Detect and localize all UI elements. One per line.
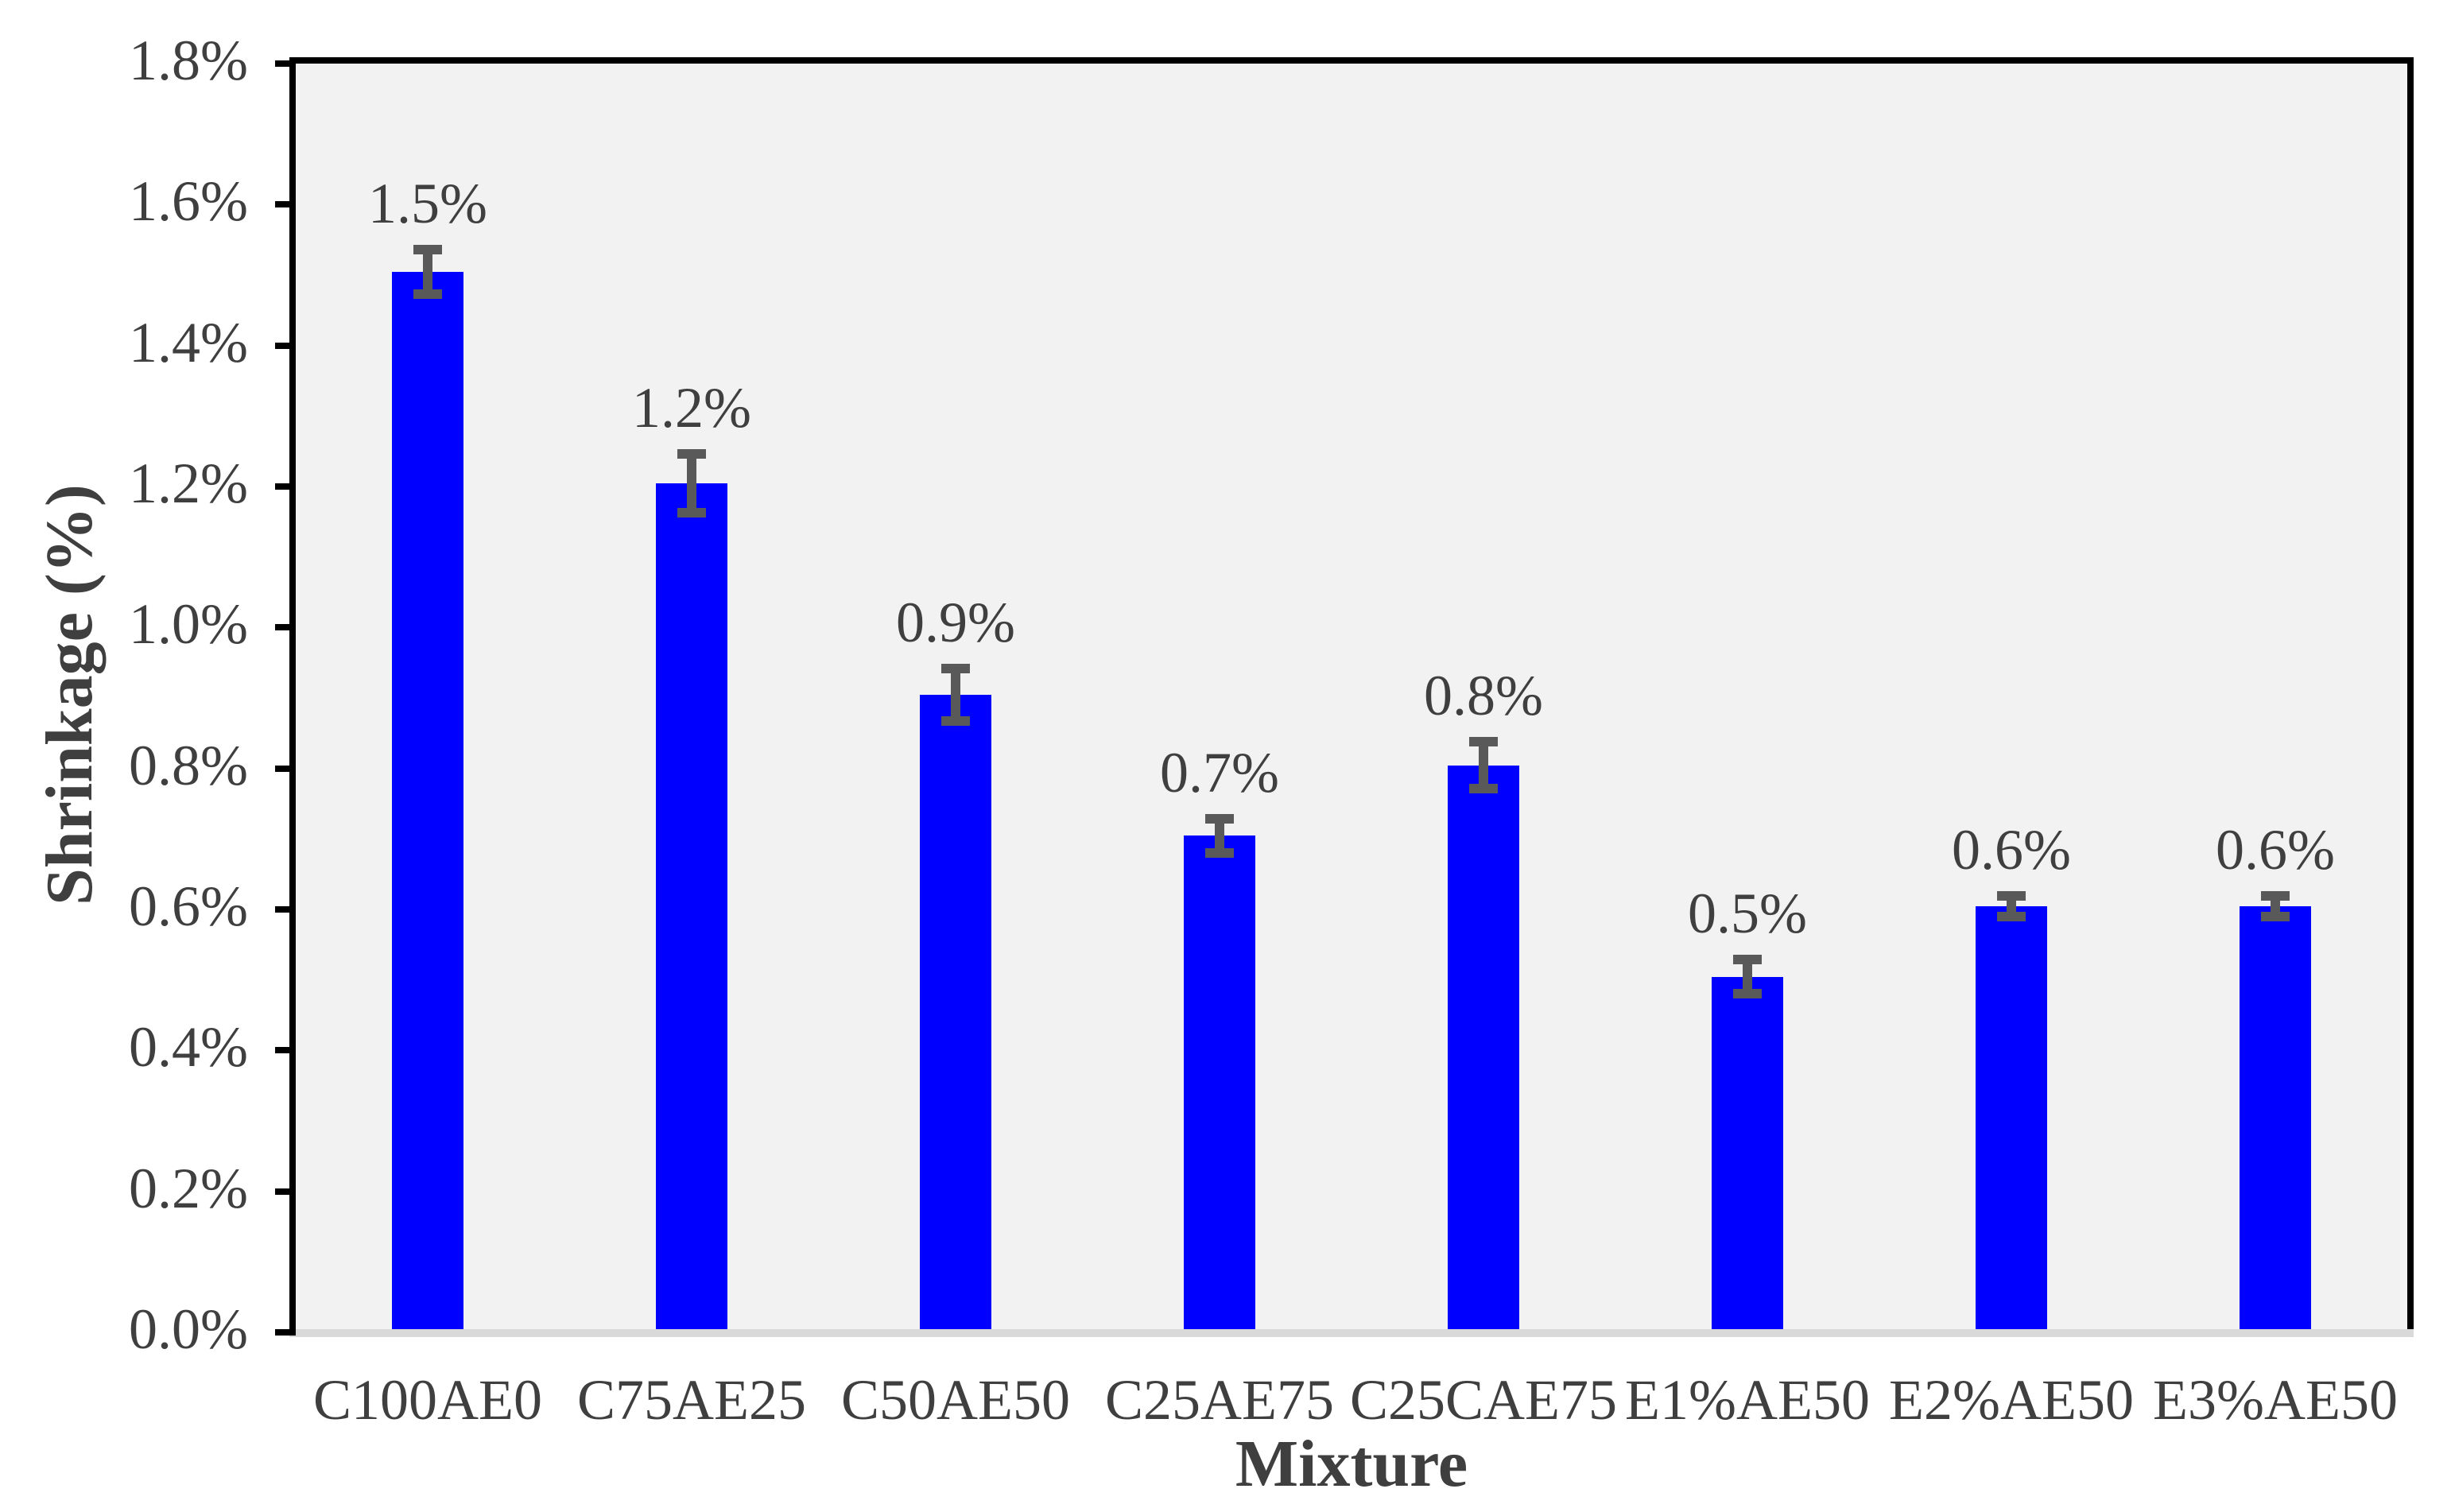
bar-value-label: 0.8%	[1424, 664, 1543, 728]
error-bar-cap-bottom	[413, 289, 442, 300]
x-axis-baseline	[289, 1329, 2414, 1337]
bar	[1712, 976, 1783, 1329]
y-tick-mark	[275, 1188, 296, 1195]
error-bar-cap-bottom	[2261, 912, 2290, 922]
error-bar-cap-top	[677, 448, 706, 459]
x-tick-label: C50AE50	[841, 1368, 1070, 1432]
y-tick-label: 0.6%	[129, 874, 248, 938]
bar-value-label: 0.6%	[2216, 817, 2335, 882]
y-tick-mark	[275, 60, 296, 67]
bar-value-label: 0.9%	[896, 591, 1015, 655]
y-tick-label: 0.2%	[129, 1156, 248, 1220]
y-axis-line	[289, 57, 296, 1337]
y-tick-label: 0.4%	[129, 1015, 248, 1080]
error-bar-whisker	[2271, 895, 2280, 917]
y-tick-mark	[275, 624, 296, 631]
x-tick-label: E1%AE50	[1625, 1368, 1870, 1432]
y-tick-label: 1.8%	[129, 29, 248, 92]
error-bar-cap-bottom	[1997, 912, 2026, 922]
error-bar-whisker	[1479, 742, 1488, 789]
y-tick-mark	[275, 342, 296, 349]
x-tick-label: C100AE0	[313, 1368, 542, 1432]
plot-area	[296, 64, 2407, 1329]
y-tick-mark	[275, 1047, 296, 1054]
bar-value-label: 1.5%	[368, 171, 487, 235]
error-bar-whisker	[687, 453, 696, 514]
y-axis-title: Shrinkage (%)	[33, 484, 107, 905]
plot-border-top	[289, 57, 2414, 64]
bar	[1448, 765, 1519, 1329]
y-tick-label: 1.2%	[129, 452, 248, 515]
error-bar-whisker	[423, 249, 432, 295]
x-axis-title: Mixture	[1235, 1427, 1468, 1501]
error-bar-cap-top	[413, 244, 442, 254]
error-bar-cap-top	[1205, 814, 1234, 824]
y-tick-label: 1.4%	[129, 310, 248, 374]
bar-value-label: 1.2%	[632, 375, 751, 440]
y-tick-mark	[275, 201, 296, 208]
x-tick-label: E3%AE50	[2153, 1368, 2398, 1432]
y-tick-mark	[275, 483, 296, 490]
error-bar-cap-bottom	[941, 715, 970, 726]
x-tick-label: C75AE25	[577, 1368, 806, 1432]
error-bar-whisker	[2007, 895, 2016, 917]
error-bar-cap-top	[2261, 890, 2290, 901]
error-bar-whisker	[1215, 819, 1224, 853]
plot-border-right	[2407, 57, 2414, 1337]
bar	[1184, 835, 1255, 1329]
error-bar-whisker	[951, 669, 960, 721]
x-tick-label: E2%AE50	[1889, 1368, 2134, 1432]
y-tick-label: 1.0%	[129, 592, 248, 657]
bar-value-label: 0.7%	[1160, 741, 1279, 805]
y-tick-mark	[275, 1329, 296, 1336]
y-tick-label: 0.8%	[129, 733, 248, 797]
bar	[392, 272, 463, 1329]
error-bar-cap-bottom	[677, 508, 706, 518]
bar	[920, 695, 991, 1329]
y-tick-mark	[275, 906, 296, 913]
error-bar-cap-bottom	[1205, 847, 1234, 858]
bar-value-label: 0.6%	[1952, 817, 2071, 882]
bar-value-label: 0.5%	[1688, 882, 1807, 946]
error-bar-cap-top	[1997, 890, 2026, 901]
error-bar-cap-bottom	[1469, 783, 1498, 793]
y-tick-label: 0.0%	[129, 1297, 248, 1361]
error-bar-cap-top	[1469, 737, 1498, 747]
bar	[2240, 906, 2311, 1329]
y-tick-label: 1.6%	[129, 169, 248, 234]
x-tick-label: C25AE75	[1105, 1368, 1334, 1432]
error-bar-cap-top	[941, 664, 970, 674]
bar	[1976, 906, 2047, 1329]
bar	[656, 483, 727, 1329]
x-tick-label: C25CAE75	[1349, 1368, 1618, 1432]
error-bar-cap-bottom	[1733, 988, 1762, 998]
error-bar-cap-top	[1733, 955, 1762, 965]
y-tick-mark	[275, 765, 296, 772]
error-bar-whisker	[1743, 960, 1752, 994]
